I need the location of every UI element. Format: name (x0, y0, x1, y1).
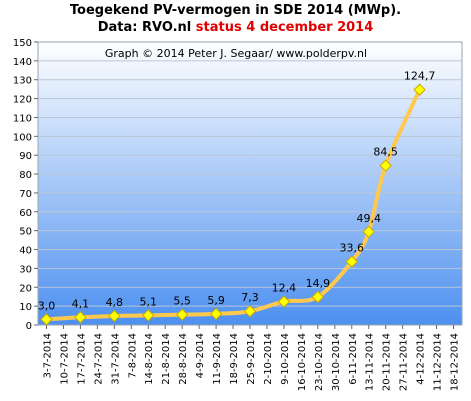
x-tick-label: 4-9-2014 (195, 333, 206, 378)
x-tick-label: 24-7-2014 (93, 333, 104, 385)
x-tick-label: 28-8-2014 (178, 333, 189, 385)
data-point-marker (345, 255, 358, 268)
data-point-marker (243, 305, 257, 318)
data-label: 14,9 (306, 277, 331, 290)
x-tick-label: 16-10-2014 (297, 333, 308, 391)
y-tick-label: 50 (19, 227, 32, 238)
data-label: 84,5 (373, 146, 398, 159)
data-point-marker (175, 308, 189, 321)
data-label: 124,7 (404, 70, 436, 83)
y-tick-label: 110 (13, 113, 32, 124)
y-tick-label: 0 (26, 321, 32, 332)
title-line-1: Toegekend PV-vermogen in SDE 2014 (MWp). (69, 3, 402, 18)
data-point-marker (311, 290, 325, 304)
data-label: 4,1 (72, 297, 90, 310)
x-tick-label: 27-11-2014 (399, 333, 410, 391)
plot-area (37, 41, 463, 326)
x-tick-label: 18-9-2014 (229, 333, 240, 385)
x-tick-label: 25-9-2014 (246, 333, 257, 385)
x-tick-label: 23-10-2014 (314, 333, 325, 391)
data-labels: 3,0 4,1 4,8 5,1 5,5 5,9 7,3 12,4 14,9 33,6 49,4 84,… (38, 70, 436, 313)
data-label: 5,5 (173, 295, 191, 308)
data-point-marker (209, 307, 223, 321)
x-tick-label: 2-10-2014 (263, 333, 274, 385)
data-point-marker (74, 311, 87, 324)
x-tick-label: 11-12-2014 (433, 333, 444, 391)
data-point-marker (142, 309, 155, 322)
x-tick-label: 6-11-2014 (348, 333, 359, 385)
chart-credit: Graph © 2014 Peter J. Segaar/ www.polder… (105, 47, 367, 60)
title-source: Data: RVO.nl (97, 20, 192, 35)
y-tick-label: 150 (13, 38, 32, 49)
y-tick-label: 130 (13, 76, 32, 87)
x-tick-label: 3-7-2014 (42, 333, 53, 378)
y-tick-label: 140 (13, 57, 32, 68)
y-tick-label: 70 (19, 189, 32, 200)
data-point-marker (108, 309, 121, 323)
data-point-marker (40, 313, 53, 326)
data-label: 12,4 (272, 282, 297, 295)
x-tick-label: 14-8-2014 (144, 333, 155, 385)
x-tick-label: 11-9-2014 (212, 333, 223, 385)
y-tick-label: 40 (19, 246, 32, 257)
data-label: 33,6 (340, 242, 365, 255)
data-label: 5,1 (139, 295, 157, 308)
x-tick-label: 13-11-2014 (365, 333, 376, 391)
data-point-marker (379, 159, 392, 172)
y-tick-label: 10 (19, 302, 32, 313)
y-tick-label: 90 (19, 151, 32, 162)
data-label: 7,3 (241, 291, 259, 304)
y-tick-label: 100 (13, 132, 32, 143)
data-point-marker (362, 225, 375, 239)
y-tick-label: 60 (19, 208, 32, 219)
data-point-marker (277, 295, 291, 308)
y-tick-label: 30 (19, 264, 32, 275)
series-markers (40, 83, 426, 326)
x-axis-ticks: 3-7-2014 10-7-2014 17-7-2014 24-7-2014 31-7-… (42, 325, 461, 391)
y-tick-label: 80 (19, 170, 32, 181)
data-label: 4,8 (106, 296, 124, 309)
title-status: status 4 december 2014 (195, 20, 374, 35)
x-tick-label: 20-11-2014 (382, 333, 393, 391)
x-tick-label: 21-8-2014 (161, 333, 172, 385)
x-tick-label: 10-7-2014 (59, 333, 70, 385)
x-tick-label: 17-7-2014 (76, 333, 87, 385)
data-label: 49,4 (356, 212, 381, 225)
chart-title: Toegekend PV-vermogen in SDE 2014 (MWp).… (0, 2, 471, 36)
y-tick-label: 20 (19, 283, 32, 294)
x-tick-label: 7-8-2014 (127, 333, 138, 378)
x-tick-label: 31-7-2014 (110, 333, 121, 385)
data-label: 3,0 (38, 299, 56, 312)
x-tick-label: 18-12-2014 (450, 333, 461, 391)
y-axis-ticks: 0 10 20 30 40 50 60 70 80 90 100 110 120 130 140 150 (13, 38, 38, 332)
data-point-marker (413, 83, 426, 96)
gridlines (38, 60, 462, 307)
x-tick-label: 4-12-2014 (416, 333, 427, 385)
data-label: 5,9 (207, 294, 225, 307)
title-line-2: Data: RVO.nl status 4 december 2014 (0, 19, 471, 36)
x-tick-label: 30-10-2014 (331, 333, 342, 391)
y-tick-label: 120 (13, 95, 32, 106)
x-tick-label: 9-10-2014 (280, 333, 291, 385)
